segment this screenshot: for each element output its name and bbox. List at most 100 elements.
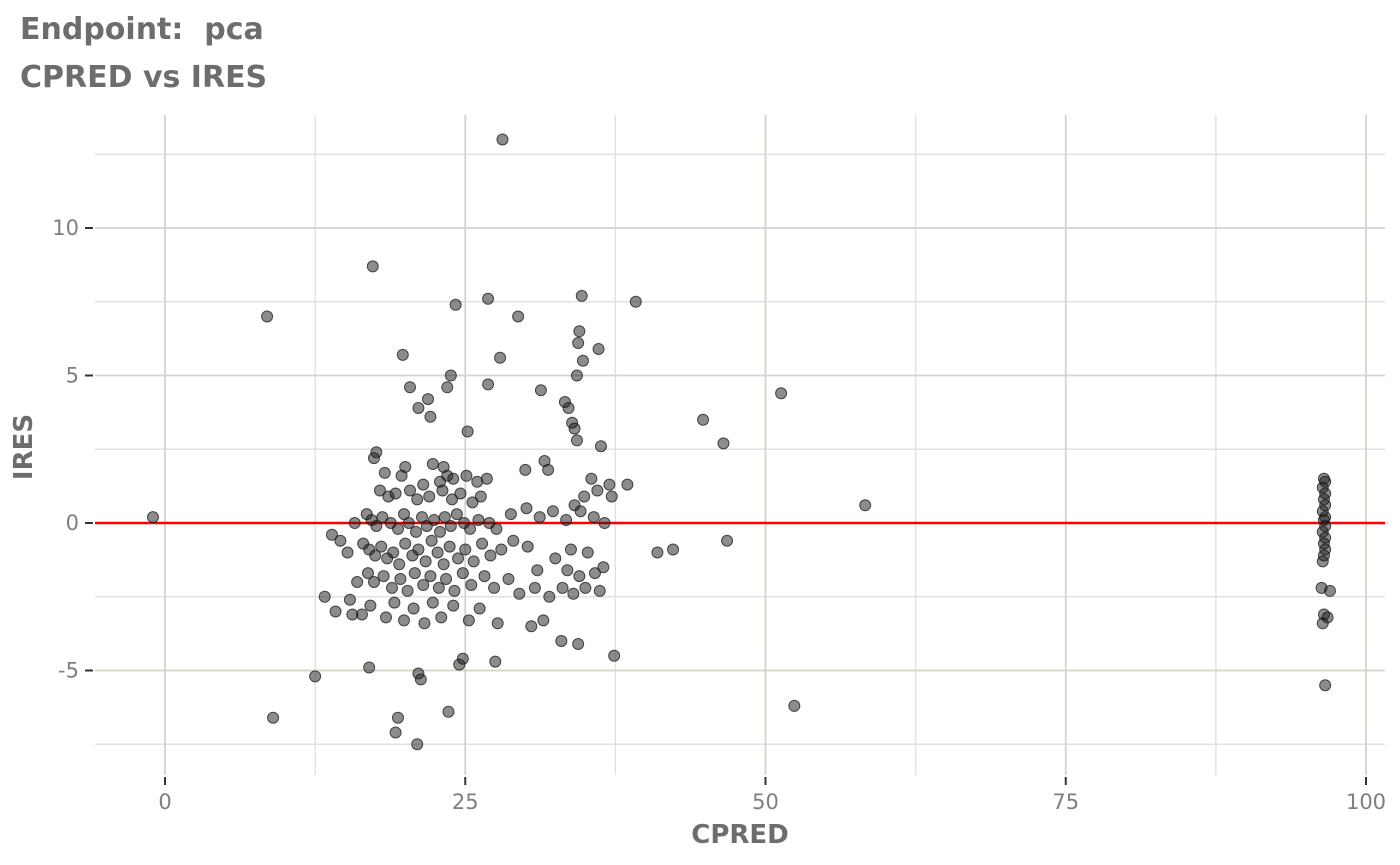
data-point [1319,679,1332,692]
x-tick-label: 0 [158,790,171,814]
data-point [520,502,533,515]
data-point [578,490,591,503]
data-point [512,310,525,323]
data-point [146,511,159,524]
data-point [410,525,423,538]
data-point [581,546,594,559]
data-point [478,570,491,583]
data-point [424,410,437,423]
data-point [621,478,634,491]
data-point [1316,555,1329,568]
data-point [531,564,544,577]
data-point [334,534,347,547]
data-point [534,384,547,397]
data-point [572,337,585,350]
data-point [573,325,586,338]
data-point [585,472,598,485]
data-point [444,369,457,382]
data-point [391,711,404,724]
data-point [556,581,569,594]
data-point [572,637,585,650]
data-point [472,514,485,527]
data-point [446,493,459,506]
data-point [576,354,589,367]
data-point [450,508,463,521]
data-point [488,581,501,594]
data-point [546,505,559,518]
data-point [443,540,456,553]
data-point [348,517,361,529]
data-point [375,540,388,553]
data-point [564,543,577,556]
data-point [788,699,801,712]
data-point [543,590,556,603]
data-point [579,581,592,594]
data-point [513,587,526,600]
data-point [542,463,555,476]
data-point [422,393,435,406]
data-point [370,519,383,532]
data-point [484,549,497,562]
data-point [462,614,475,627]
data-point [570,434,583,447]
data-point [440,573,453,586]
x-axis-title: CPRED [691,820,789,850]
data-point [379,611,392,624]
data-point [438,511,451,524]
data-point [460,469,473,482]
data-point [519,463,532,476]
data-point [537,614,550,627]
data-point [494,351,507,364]
data-point [412,543,425,556]
data-point [521,540,534,553]
data-point [588,567,601,580]
data-point [404,381,417,394]
data-point [549,552,562,565]
y-tick-label: 0 [66,511,79,535]
data-point [490,522,503,535]
data-point [364,599,377,612]
data-point [473,602,486,615]
data-point [667,543,680,556]
data-point [502,573,515,586]
data-point [482,378,495,391]
data-point [568,422,581,435]
data-point [387,546,400,559]
data-point [401,584,414,597]
data-point [434,525,447,538]
data-point [587,511,600,524]
y-tick-label: 10 [52,216,79,240]
data-point [1323,584,1336,597]
data-point [391,522,404,535]
chart-subtitle: CPRED vs IRES [20,60,268,95]
data-point [414,673,427,686]
data-point [369,549,382,562]
x-tick-label: 50 [752,790,779,814]
data-point [629,295,642,308]
data-point [456,652,469,665]
data-point [423,490,436,503]
data-point [425,534,438,547]
data-point [442,705,455,718]
data-point [697,413,710,426]
data-point [341,546,354,559]
data-point [394,573,407,586]
data-point [418,617,431,630]
data-point [261,310,274,323]
data-point [459,543,472,556]
data-point [575,289,588,302]
data-point [367,452,380,465]
data-point [412,401,425,414]
data-point [464,522,477,535]
data-point [267,711,280,724]
data-point [474,490,487,503]
data-point [404,484,417,497]
data-point [432,581,445,594]
x-tick-label: 100 [1346,790,1386,814]
data-point [329,605,342,618]
data-point [424,570,437,583]
x-tick-label: 25 [452,790,479,814]
data-point [608,649,621,662]
data-point [366,260,379,273]
data-point [419,555,432,568]
